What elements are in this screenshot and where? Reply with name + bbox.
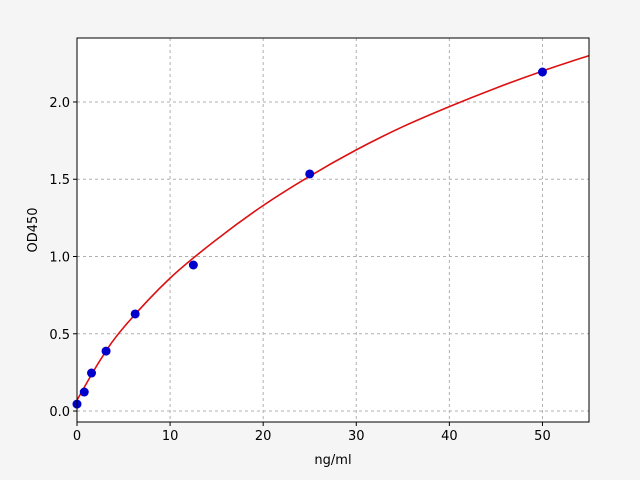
ticks: 0 10 20 30 40 50 0.0 0.5 1.0 1.5 2.0 (49, 96, 550, 444)
y-axis-label: OD450 (26, 207, 41, 252)
plot-area (77, 38, 589, 422)
x-tick-label: 30 (348, 429, 365, 444)
x-tick-label: 20 (255, 429, 272, 444)
x-axis-label: ng/ml (314, 453, 351, 468)
data-point (188, 260, 198, 270)
y-tick-label: 1.5 (49, 173, 70, 188)
data-point (305, 169, 315, 179)
data-point (537, 67, 547, 77)
data-points (72, 67, 547, 409)
plot-frame (76, 37, 590, 423)
x-tick-label: 50 (534, 429, 551, 444)
y-tick-label: 0.0 (49, 405, 70, 420)
x-tick-label: 40 (441, 429, 458, 444)
y-tick-label: 1.0 (49, 251, 70, 266)
data-point (87, 368, 97, 378)
data-point (101, 346, 111, 356)
y-tick-label: 2.0 (49, 96, 70, 111)
data-point (79, 387, 89, 397)
x-tick-label: 0 (73, 429, 81, 444)
data-point (130, 309, 140, 319)
y-tick-label: 0.5 (49, 328, 70, 343)
x-tick-label: 10 (162, 429, 179, 444)
